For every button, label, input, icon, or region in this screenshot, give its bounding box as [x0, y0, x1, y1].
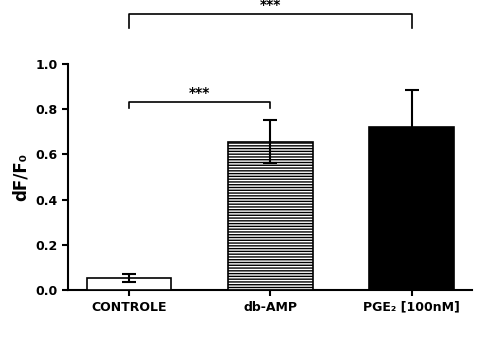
Text: ***: *** [260, 0, 281, 12]
Bar [87, 278, 171, 290]
Text: ***: *** [189, 86, 210, 100]
Y-axis label: dF/F₀: dF/F₀ [12, 153, 30, 201]
Bar [228, 142, 313, 290]
Bar [369, 127, 454, 290]
